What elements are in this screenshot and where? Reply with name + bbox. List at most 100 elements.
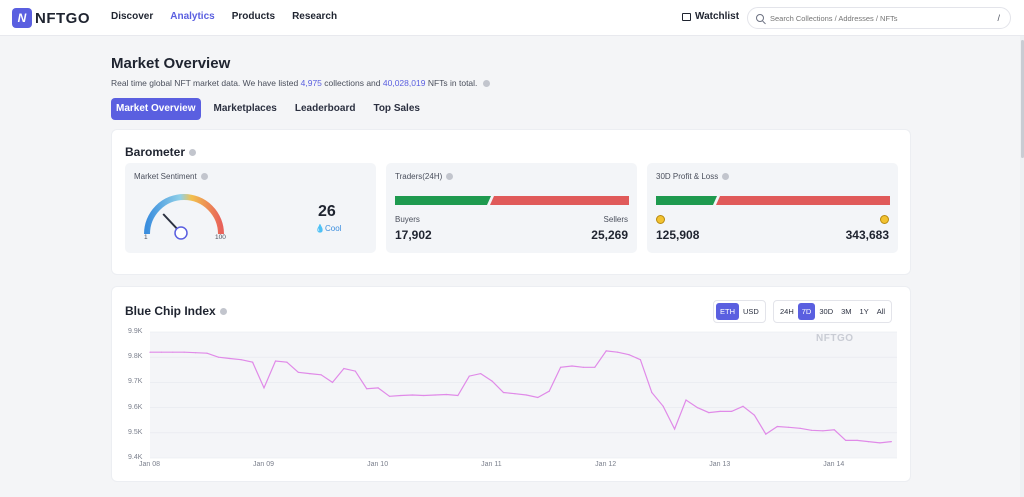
page-title: Market Overview	[111, 55, 231, 72]
range-3m-button[interactable]: 3M	[841, 307, 852, 316]
series-line	[150, 350, 892, 444]
data-point	[240, 359, 242, 361]
sentiment-status: 💧Cool	[315, 224, 341, 233]
data-point	[183, 351, 185, 353]
range-24h-button[interactable]: 24H	[780, 307, 794, 316]
range-all-button[interactable]: All	[876, 307, 886, 316]
info-icon[interactable]	[189, 148, 197, 156]
watchlist-label: Watchlist	[695, 11, 740, 22]
gauge-hub-icon	[174, 226, 188, 240]
nftgo-logo[interactable]: N NFTGO	[12, 8, 90, 28]
data-point	[719, 410, 721, 412]
data-point	[217, 356, 219, 358]
data-point	[297, 371, 299, 373]
search-bar[interactable]: /	[747, 7, 1011, 29]
data-point	[845, 439, 847, 441]
range-30d-button[interactable]: 30D	[819, 307, 834, 316]
data-point	[822, 430, 824, 432]
currency-usd-button[interactable]: USD	[743, 307, 759, 316]
loss-bar	[716, 196, 890, 205]
data-point	[594, 366, 596, 368]
data-point	[411, 394, 413, 396]
scrollbar-thumb[interactable]	[1021, 40, 1024, 158]
buyers-bar	[395, 196, 491, 205]
sellers-label: Sellers	[603, 215, 628, 224]
tab-marketplaces[interactable]: Marketplaces	[213, 103, 277, 114]
top-navigation-bar: N NFTGO Discover Analytics Products Rese…	[0, 0, 1024, 36]
profit-bar	[656, 196, 717, 205]
scrollbar-track[interactable]	[1020, 36, 1024, 497]
search-shortcut-hint: /	[997, 13, 1000, 23]
data-point	[776, 425, 778, 428]
tab-top-sales[interactable]: Top Sales	[373, 103, 420, 114]
data-point	[502, 391, 505, 394]
data-point	[742, 405, 744, 407]
y-tick-label: 9.6K	[128, 403, 143, 411]
loss-count: 343,683	[845, 228, 889, 242]
happy-face-icon	[656, 215, 665, 224]
data-point	[765, 433, 767, 435]
data-point	[309, 373, 311, 375]
logo-wordmark: NFTGO	[35, 9, 90, 27]
profit-loss-ratio-bar	[656, 196, 890, 205]
data-point	[856, 439, 858, 441]
traders-label: Traders(24H)	[395, 172, 454, 181]
page-subtitle: Real time global NFT market data. We hav…	[111, 78, 491, 88]
subtitle-text-1: Real time global NFT market data. We hav…	[111, 78, 299, 88]
gauge-arc	[144, 194, 224, 235]
time-range-toggle: 24H 7D 30D 3M 1Y All	[773, 300, 893, 323]
data-point	[685, 399, 687, 401]
nav-discover[interactable]: Discover	[111, 11, 154, 22]
y-tick-label: 9.8K	[128, 353, 143, 361]
data-point	[149, 351, 151, 353]
nav-analytics[interactable]: Analytics	[170, 11, 215, 22]
tab-market-overview[interactable]: Market Overview	[111, 98, 201, 120]
currency-eth-button[interactable]: ETH	[716, 303, 739, 320]
sentiment-gauge	[144, 194, 224, 240]
watchlist-button[interactable]: Watchlist	[682, 11, 739, 22]
sentiment-label-text: Market Sentiment	[134, 172, 197, 181]
data-point	[172, 351, 174, 353]
sellers-bar	[490, 196, 629, 205]
data-point	[731, 410, 733, 412]
data-point	[560, 366, 562, 368]
info-icon[interactable]	[219, 307, 227, 315]
range-7d-button[interactable]: 7D	[797, 303, 816, 320]
data-point	[548, 390, 550, 392]
data-point	[651, 391, 653, 394]
info-icon[interactable]	[483, 79, 491, 87]
data-point	[423, 394, 425, 397]
y-tick-label: 9.4K	[128, 454, 143, 461]
traders-ratio-bar	[395, 196, 629, 205]
x-tick-label: Jan 14	[823, 461, 845, 468]
blue-chip-title-text: Blue Chip Index	[125, 304, 216, 318]
tab-leaderboard[interactable]: Leaderboard	[294, 103, 356, 114]
data-point	[263, 387, 265, 389]
profit-loss-label: 30D Profit & Loss	[656, 172, 730, 181]
info-icon[interactable]	[446, 173, 454, 180]
data-point	[160, 351, 162, 353]
nftgo-watermark: NFTGO	[816, 333, 854, 344]
nav-research[interactable]: Research	[292, 11, 338, 22]
data-point	[708, 412, 710, 414]
nav-products[interactable]: Products	[231, 11, 276, 22]
range-1y-button[interactable]: 1Y	[859, 307, 869, 316]
data-point	[628, 354, 630, 356]
data-point	[674, 428, 676, 430]
data-point	[229, 357, 231, 360]
profit-loss-label-text: 30D Profit & Loss	[656, 172, 719, 181]
y-tick-label: 9.7K	[128, 378, 143, 386]
buyers-count: 17,902	[395, 228, 432, 242]
info-icon[interactable]	[722, 173, 730, 180]
watchlist-icon	[682, 12, 691, 21]
search-input[interactable]	[770, 13, 990, 23]
data-point	[879, 442, 881, 444]
market-sentiment-panel: Market Sentiment 1 100 26 💧Cool	[125, 163, 376, 253]
data-point	[343, 367, 345, 370]
data-point	[434, 394, 436, 396]
info-icon[interactable]	[200, 173, 208, 180]
data-point	[582, 366, 585, 368]
x-tick-label: Jan 12	[595, 461, 617, 468]
collections-count: 4,975	[300, 78, 322, 88]
